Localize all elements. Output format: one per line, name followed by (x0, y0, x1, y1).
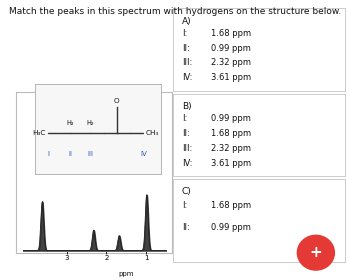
Text: 0.99 ppm: 0.99 ppm (211, 44, 251, 53)
Text: I: I (48, 151, 50, 157)
Text: II:: II: (182, 223, 190, 232)
Text: II:: II: (182, 129, 190, 138)
Text: 1.68 ppm: 1.68 ppm (211, 129, 251, 138)
Text: II:: II: (182, 44, 190, 53)
Text: C): C) (182, 188, 191, 197)
Text: 0.99 ppm: 0.99 ppm (211, 223, 251, 232)
Text: 2.32 ppm: 2.32 ppm (211, 144, 251, 153)
Text: I:: I: (182, 29, 187, 38)
Text: 1.68 ppm: 1.68 ppm (211, 201, 251, 210)
Text: Match the peaks in this spectrum with hydrogens on the structure below.: Match the peaks in this spectrum with hy… (9, 7, 341, 16)
Text: II: II (68, 151, 72, 157)
Text: H₂: H₂ (87, 120, 94, 126)
Text: CH₃: CH₃ (145, 130, 159, 136)
Text: 1.68 ppm: 1.68 ppm (211, 29, 251, 38)
Text: I:: I: (182, 114, 187, 123)
Text: A): A) (182, 17, 191, 26)
Text: III:: III: (182, 144, 192, 153)
Text: I:: I: (182, 201, 187, 210)
Text: B): B) (182, 102, 191, 111)
Text: H₃C: H₃C (32, 130, 46, 136)
Text: IV: IV (140, 151, 147, 157)
Text: H₂: H₂ (66, 120, 74, 126)
Text: 3.61 ppm: 3.61 ppm (211, 159, 251, 168)
Text: +: + (309, 245, 322, 260)
Text: III: III (88, 151, 93, 157)
Text: IV:: IV: (182, 73, 192, 82)
Text: ppm: ppm (119, 271, 134, 277)
Text: 0.99 ppm: 0.99 ppm (211, 114, 251, 123)
Text: IV:: IV: (182, 159, 192, 168)
Text: 3.61 ppm: 3.61 ppm (211, 73, 251, 82)
Circle shape (298, 235, 334, 270)
Text: 2.32 ppm: 2.32 ppm (211, 59, 251, 67)
Text: O: O (114, 99, 120, 104)
Text: III:: III: (182, 59, 192, 67)
